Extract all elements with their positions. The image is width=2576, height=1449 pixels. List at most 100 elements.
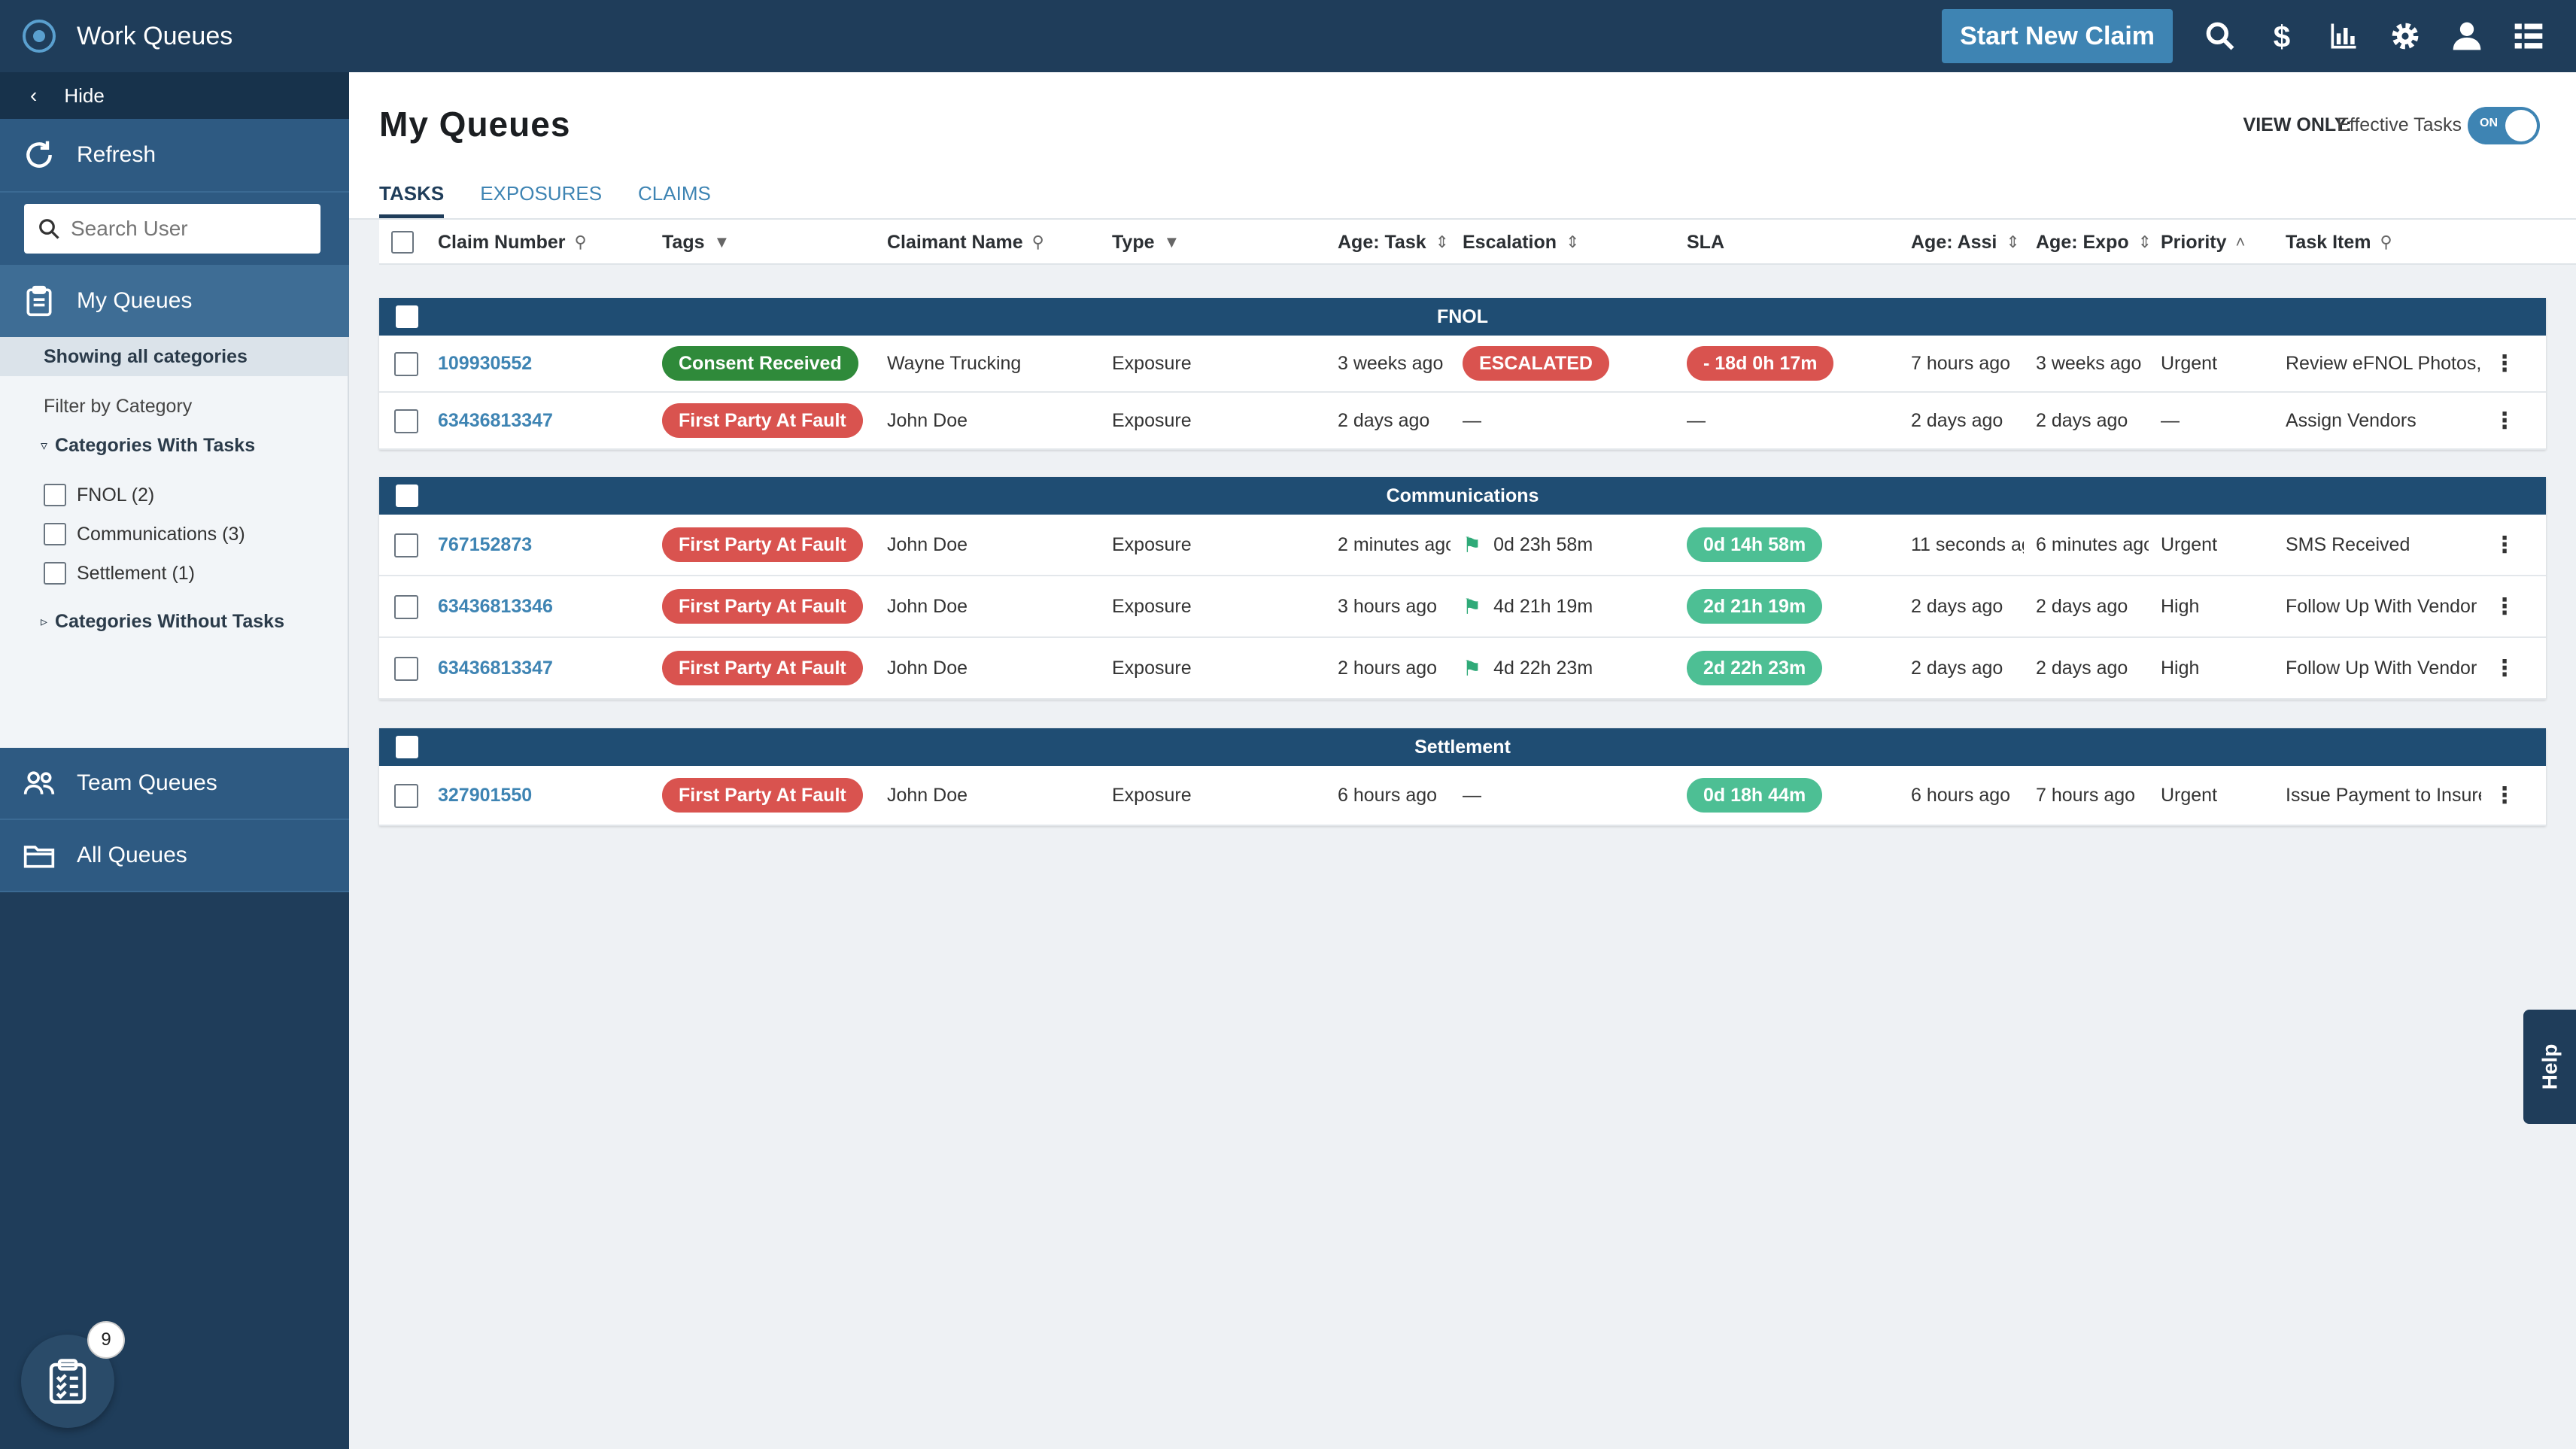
category-item-fnol[interactable]: FNOL (2) xyxy=(0,475,348,515)
column-priority[interactable]: Priority ˄ xyxy=(2161,220,2274,265)
more-options-icon[interactable]: ⋮ xyxy=(2493,532,2516,557)
hide-sidebar-button[interactable]: ‹ Hide xyxy=(0,72,349,119)
more-options-icon[interactable]: ⋮ xyxy=(2493,655,2516,681)
age-task-value: 6 hours ago xyxy=(1338,784,1438,806)
group-select-checkbox[interactable] xyxy=(396,485,418,507)
select-all-checkbox[interactable] xyxy=(391,231,414,254)
sidebar-item-all-queues[interactable]: All Queues xyxy=(0,820,349,892)
column-age-exposure[interactable]: Age: Expo ⇕ xyxy=(2036,220,2149,265)
group-select-checkbox[interactable] xyxy=(396,305,418,328)
table-row[interactable]: 767152873 First Party At Fault John Doe Exp… xyxy=(379,515,2546,576)
cell-age-task: 6 hours ago xyxy=(1338,766,1451,825)
sort-ascending-icon[interactable]: ˄ xyxy=(2235,232,2246,251)
start-new-claim-button[interactable]: Start New Claim xyxy=(1942,9,2173,63)
more-options-icon[interactable]: ⋮ xyxy=(2493,408,2516,433)
sort-icon[interactable]: ⇕ xyxy=(1435,232,1450,251)
task-item-value: Review eFNOL Photos, Co xyxy=(2286,352,2481,374)
column-type[interactable]: Type ▼ xyxy=(1112,220,1330,265)
column-claim-number[interactable]: Claim Number ⚲ xyxy=(438,220,656,265)
age-exposure-value: 2 days ago xyxy=(2036,409,2128,431)
task-item-value: Follow Up With Vendor On xyxy=(2286,657,2481,679)
help-button[interactable]: Help xyxy=(2523,1010,2576,1124)
column-claimant-name[interactable]: Claimant Name ⚲ xyxy=(887,220,1105,265)
table-row[interactable]: 327901550 First Party At Fault John Doe Exp… xyxy=(379,766,2546,826)
column-age-task[interactable]: Age: Task ⇕ xyxy=(1338,220,1451,265)
category-checkbox[interactable] xyxy=(44,523,66,545)
table-row[interactable]: 63436813347 First Party At Fault John Doe E… xyxy=(379,393,2546,450)
chart-icon[interactable] xyxy=(2313,0,2374,72)
cell-task-item: Follow Up With Vendor On xyxy=(2286,638,2481,698)
search-icon[interactable]: ⚲ xyxy=(2380,232,2392,251)
claim-number-link[interactable]: 63436813346 xyxy=(438,595,553,617)
gear-icon[interactable] xyxy=(2374,0,2436,72)
category-item-settlement[interactable]: Settlement (1) xyxy=(0,554,348,593)
cell-type: Exposure xyxy=(1112,766,1330,825)
row-checkbox[interactable] xyxy=(394,595,418,619)
filter-icon[interactable]: ▼ xyxy=(713,232,731,251)
table-row[interactable]: 63436813347 First Party At Fault John Doe E… xyxy=(379,638,2546,700)
search-icon[interactable]: ⚲ xyxy=(1031,232,1044,251)
age-exposure-value: 2 days ago xyxy=(2036,595,2128,617)
page-header: My Queues VIEW ONLY: Effective Tasks ON … xyxy=(349,72,2576,220)
filter-by-category-label: Filter by Category xyxy=(44,396,193,417)
claim-number-link[interactable]: 767152873 xyxy=(438,533,533,555)
sort-icon[interactable]: ⇕ xyxy=(1566,232,1580,251)
more-options-icon[interactable]: ⋮ xyxy=(2493,782,2516,808)
column-age-assigned[interactable]: Age: Assi ⇕ xyxy=(1911,220,2024,265)
sidebar-item-my-queues[interactable]: My Queues xyxy=(0,265,349,337)
cell-age-task: 3 hours ago xyxy=(1338,576,1451,636)
sla-badge: 0d 14h 58m xyxy=(1687,527,1823,562)
showing-all-categories[interactable]: Showing all categories xyxy=(0,337,348,376)
effective-tasks-toggle[interactable]: ON xyxy=(2468,107,2540,144)
search-user-input[interactable] xyxy=(71,217,311,241)
group-select-checkbox[interactable] xyxy=(396,736,418,758)
claim-number-link[interactable]: 63436813347 xyxy=(438,657,553,679)
column-task-item[interactable]: Task Item ⚲ xyxy=(2286,220,2504,265)
table-row[interactable]: 109930552 Consent Received Wayne Trucking E… xyxy=(379,336,2546,393)
search-icon[interactable] xyxy=(2189,0,2251,72)
column-escalation[interactable]: Escalation ⇕ xyxy=(1463,220,1681,265)
categories-without-tasks-label: Categories Without Tasks xyxy=(55,610,284,632)
sort-icon[interactable]: ⇕ xyxy=(2006,232,2020,251)
sort-icon[interactable]: ⇕ xyxy=(2137,232,2149,251)
tab-exposures[interactable]: EXPOSURES xyxy=(480,182,603,205)
category-checkbox[interactable] xyxy=(44,562,66,585)
category-checkbox[interactable] xyxy=(44,484,66,506)
task-list-button[interactable] xyxy=(21,1335,114,1428)
claim-number-link[interactable]: 109930552 xyxy=(438,352,533,374)
column-tags[interactable]: Tags ▼ xyxy=(662,220,880,265)
row-checkbox[interactable] xyxy=(394,409,418,433)
column-label: Type xyxy=(1112,231,1155,253)
refresh-button[interactable]: Refresh xyxy=(0,119,349,193)
tab-tasks[interactable]: TASKS xyxy=(379,182,445,218)
search-icon[interactable]: ⚲ xyxy=(574,232,587,251)
categories-with-tasks-toggle[interactable]: ▿ Categories With Tasks xyxy=(0,426,348,465)
age-assigned-value: 11 seconds ago xyxy=(1911,533,2024,555)
dollar-icon[interactable]: $ xyxy=(2251,0,2313,72)
row-checkbox[interactable] xyxy=(394,352,418,376)
claim-number-link[interactable]: 63436813347 xyxy=(438,409,553,431)
cell-type: Exposure xyxy=(1112,393,1330,448)
age-assigned-value: 6 hours ago xyxy=(1911,784,2011,806)
claim-number-link[interactable]: 327901550 xyxy=(438,784,533,806)
more-options-icon[interactable]: ⋮ xyxy=(2493,594,2516,619)
more-options-icon[interactable]: ⋮ xyxy=(2493,351,2516,376)
tab-claims[interactable]: CLAIMS xyxy=(638,182,711,205)
sidebar-item-team-queues[interactable]: Team Queues xyxy=(0,748,349,820)
cell-age-exposure: 6 minutes ago xyxy=(2036,515,2149,575)
row-checkbox[interactable] xyxy=(394,533,418,557)
categories-with-tasks-label: Categories With Tasks xyxy=(55,434,256,456)
column-sla[interactable]: SLA xyxy=(1687,220,1905,265)
grid-icon[interactable] xyxy=(2498,0,2559,72)
user-icon[interactable] xyxy=(2436,0,2498,72)
categories-without-tasks-toggle[interactable]: ▹ Categories Without Tasks xyxy=(0,602,348,641)
filter-icon[interactable]: ▼ xyxy=(1163,232,1180,251)
row-checkbox[interactable] xyxy=(394,784,418,808)
category-item-communications[interactable]: Communications (3) xyxy=(0,515,348,554)
table-row[interactable]: 63436813346 First Party At Fault John Doe E… xyxy=(379,576,2546,638)
app-logo-icon[interactable] xyxy=(23,20,56,53)
top-bar: Work Queues Start New Claim $ xyxy=(0,0,2576,72)
row-checkbox[interactable] xyxy=(394,657,418,681)
type-value: Exposure xyxy=(1112,352,1192,374)
age-task-value: 2 days ago xyxy=(1338,409,1430,431)
